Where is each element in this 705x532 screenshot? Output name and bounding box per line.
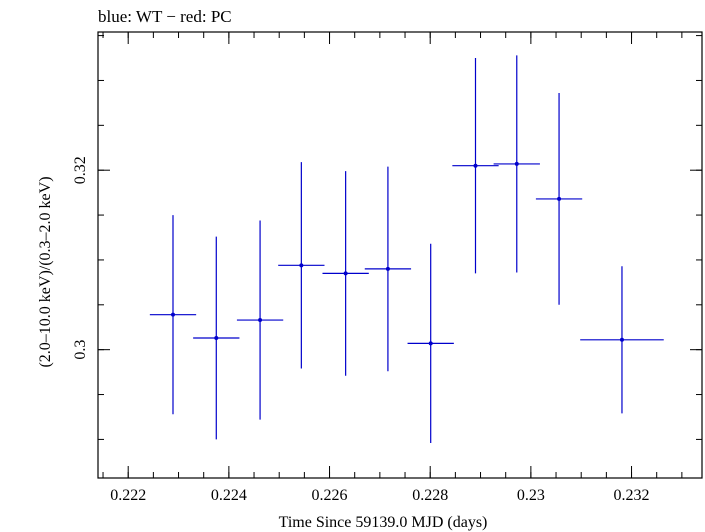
data-marker <box>514 161 519 166</box>
x-tick-label: 0.232 <box>614 487 650 504</box>
data-marker <box>343 271 348 276</box>
data-point <box>493 55 540 273</box>
data-point <box>278 162 325 369</box>
data-point <box>535 93 583 305</box>
data-marker <box>473 163 478 168</box>
x-tick-label: 0.228 <box>412 487 448 504</box>
data-marker <box>619 337 624 342</box>
data-marker <box>214 336 219 341</box>
data-marker <box>428 341 433 346</box>
plot-area <box>97 31 703 479</box>
data-point <box>322 171 369 376</box>
data-point <box>407 243 454 444</box>
y-axis-label: (2.0–10.0 keV)/(0.3–2.0 keV) <box>37 176 54 367</box>
x-axis-label: Time Since 59139.0 MJD (days) <box>279 514 488 531</box>
chart-title: blue: WT − red: PC <box>98 7 232 26</box>
y-tick-label: 0.3 <box>72 340 89 360</box>
data-marker <box>299 263 304 268</box>
y-tick-label: 0.32 <box>72 156 89 184</box>
data-point <box>364 166 412 372</box>
data-point <box>193 236 240 440</box>
tick-labels: 0.222 0.224 0.226 0.228 0.23 0.232 0.3 0.32 <box>72 156 650 504</box>
data-marker <box>385 266 390 271</box>
data-marker <box>557 196 562 201</box>
data-marker <box>170 312 175 317</box>
x-tick-label: 0.226 <box>312 487 348 504</box>
data-marker <box>258 318 263 323</box>
x-tick-label: 0.23 <box>517 487 545 504</box>
data-series <box>149 55 664 444</box>
data-point <box>149 215 197 415</box>
data-point <box>580 266 664 414</box>
data-point <box>236 220 284 420</box>
x-tick-label: 0.224 <box>211 487 247 504</box>
data-point <box>452 58 499 274</box>
x-tick-label: 0.222 <box>110 487 146 504</box>
axis-ticks <box>98 32 702 478</box>
